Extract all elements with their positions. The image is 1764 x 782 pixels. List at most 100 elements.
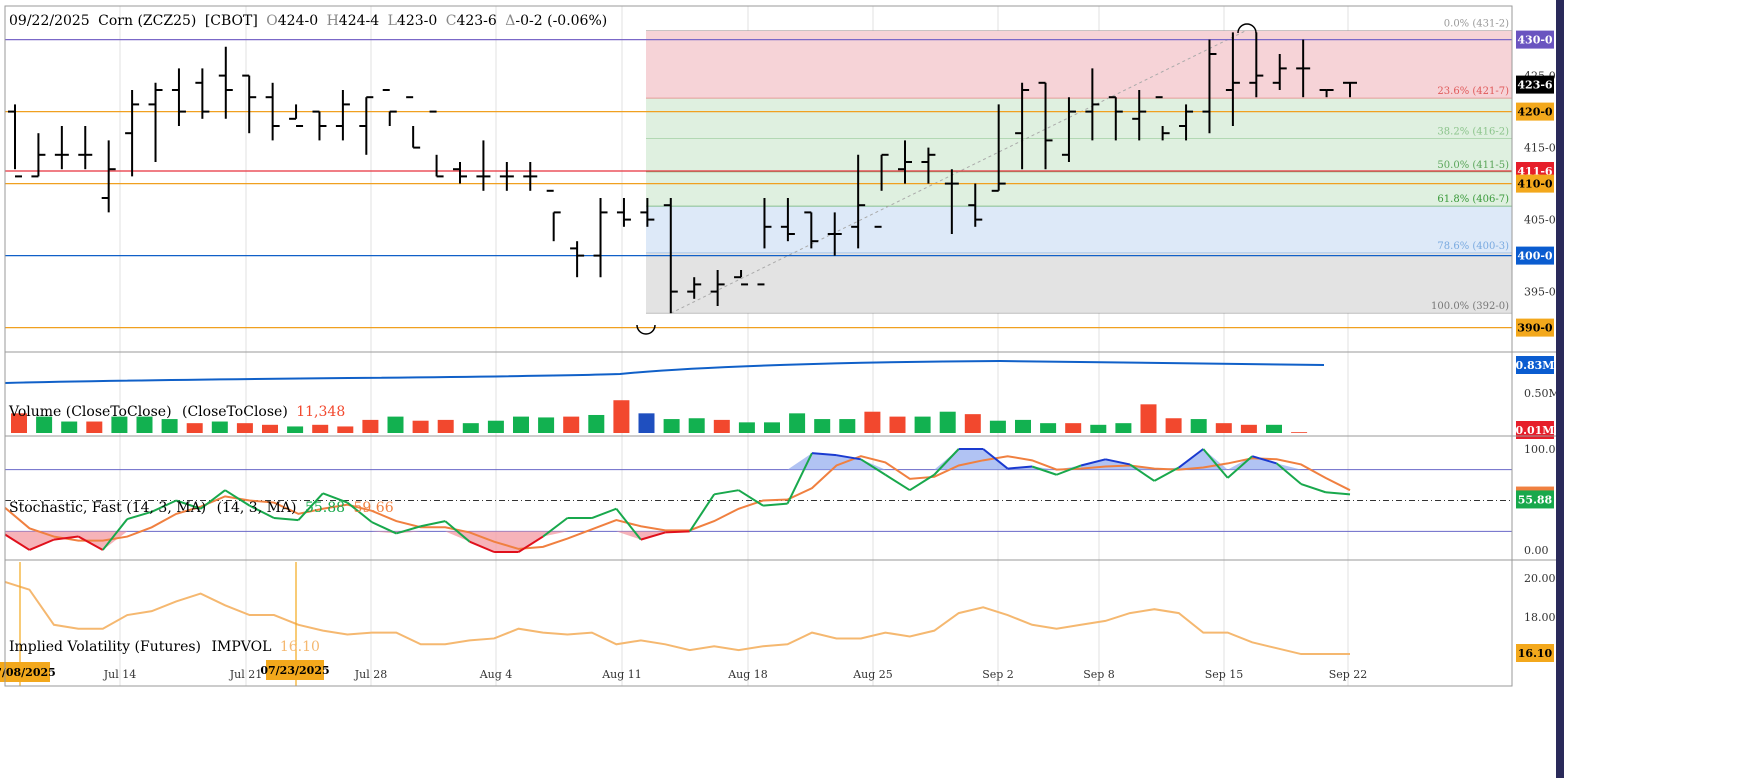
stochastic-fast-segment[interactable] — [542, 517, 569, 538]
price-panel[interactable]: 0.0% (431-2) 23.6% (421-7) 38.2% (416-2) 50… — [5, 19, 1556, 337]
stochastic-slow-line[interactable] — [4, 455, 1351, 550]
volume-bar[interactable] — [462, 423, 479, 433]
ohlc-bar[interactable] — [523, 162, 538, 191]
stochastic-fast-segment[interactable] — [273, 517, 299, 522]
ohlc-bar[interactable] — [289, 104, 304, 127]
stochastic-fast-segment[interactable] — [126, 510, 153, 520]
stochastic-fast-segment[interactable] — [1275, 462, 1302, 485]
ohlc-bar[interactable] — [640, 198, 655, 227]
ohlc-bar[interactable] — [968, 183, 983, 227]
volume-bar[interactable] — [186, 423, 203, 433]
ohlc-bar[interactable] — [593, 198, 608, 278]
stochastic-panel[interactable]: 100.00 0.00 55.88 — [4, 443, 1563, 557]
volume-bar[interactable] — [1291, 432, 1308, 433]
stochastic-fast-segment[interactable] — [297, 492, 324, 521]
ohlc-bar[interactable] — [218, 46, 233, 119]
ohlc-bar[interactable] — [476, 140, 491, 191]
stochastic-fast-segment[interactable] — [665, 530, 690, 534]
ohlc-bar[interactable] — [1343, 81, 1357, 98]
ohlc-bar[interactable] — [335, 90, 350, 141]
ohlc-bar[interactable] — [359, 96, 374, 155]
stochastic-fast-segment[interactable] — [763, 502, 788, 507]
volume-bar[interactable] — [211, 421, 228, 433]
ohlc-bar[interactable] — [1085, 68, 1100, 141]
volume-bar[interactable] — [814, 419, 831, 433]
stochastic-fast-segment[interactable] — [860, 458, 886, 476]
volume-bar[interactable] — [688, 418, 705, 433]
ohlc-bar[interactable] — [570, 241, 585, 278]
ohlc-bar[interactable] — [195, 68, 210, 119]
ohlc-bar[interactable] — [125, 90, 140, 177]
stochastic-fast-segment[interactable] — [909, 473, 935, 492]
stochastic-fast-segment[interactable] — [151, 499, 177, 513]
volume-bar[interactable] — [412, 420, 429, 433]
ohlc-bar[interactable] — [1272, 54, 1287, 90]
ohlc-bar[interactable] — [663, 198, 678, 314]
volume-bar[interactable] — [989, 420, 1006, 433]
volume-bar[interactable] — [262, 424, 278, 433]
stochastic-fast-segment[interactable] — [469, 540, 495, 553]
stochastic-fast-segment[interactable] — [322, 492, 348, 504]
ohlc-bar[interactable] — [453, 162, 467, 184]
volume-bar[interactable] — [563, 416, 580, 433]
volume-bar[interactable] — [1190, 419, 1207, 433]
volume-bar[interactable] — [337, 426, 354, 433]
ohlc-bar[interactable] — [1155, 96, 1170, 141]
volume-bar[interactable] — [613, 400, 630, 433]
volume-bar[interactable] — [161, 419, 178, 433]
ohlc-bar[interactable] — [8, 104, 22, 178]
ohlc-bar[interactable] — [171, 68, 186, 126]
volume-bar[interactable] — [939, 411, 956, 433]
ohlc-bar[interactable] — [1179, 104, 1194, 141]
stochastic-fast-segment[interactable] — [1031, 465, 1057, 476]
ohlc-bar[interactable] — [1015, 82, 1030, 170]
volume-bar[interactable] — [111, 416, 128, 433]
volume-bar[interactable] — [437, 419, 454, 433]
volume-panel[interactable]: 0.83M 0.50M 0.01M — [4, 356, 1560, 439]
volume-bar[interactable] — [889, 416, 906, 433]
stochastic-fast-segment[interactable] — [1129, 463, 1155, 482]
volume-bar[interactable] — [86, 421, 103, 433]
stochastic-fast-segment[interactable] — [615, 508, 642, 541]
ohlc-bar[interactable] — [499, 162, 514, 191]
volume-bar[interactable] — [1115, 423, 1132, 433]
stochastic-fast-segment[interactable] — [395, 525, 422, 535]
stochastic-fast-segment[interactable] — [1080, 458, 1106, 467]
stochastic-fast-segment[interactable] — [29, 538, 55, 551]
volume-bar[interactable] — [764, 422, 780, 433]
volume-bar[interactable] — [287, 426, 304, 433]
volume-bar[interactable] — [312, 424, 329, 433]
stochastic-fast-segment[interactable] — [1251, 455, 1277, 465]
stochastic-fast-segment[interactable] — [933, 448, 960, 476]
ohlc-bar[interactable] — [616, 198, 631, 227]
stochastic-fast-segment[interactable] — [786, 452, 813, 505]
volume-bar[interactable] — [36, 416, 53, 433]
volume-bar[interactable] — [638, 413, 655, 433]
ohlc-bar[interactable] — [1038, 81, 1053, 170]
ohlc-bar[interactable] — [734, 270, 749, 286]
volume-bar[interactable] — [713, 419, 730, 433]
stochastic-fast-segment[interactable] — [811, 452, 837, 457]
ohlc-bar[interactable] — [804, 211, 819, 249]
ohlc-bar[interactable] — [874, 153, 889, 228]
stochastic-fast-segment[interactable] — [1007, 465, 1033, 470]
stochastic-fast-segment[interactable] — [77, 535, 104, 551]
stochastic-fast-segment[interactable] — [640, 531, 666, 541]
stochastic-fast-segment[interactable] — [1105, 458, 1131, 466]
stochastic-fast-segment[interactable] — [346, 501, 373, 523]
volume-bar[interactable] — [839, 419, 856, 433]
stochastic-fast-segment[interactable] — [371, 521, 397, 535]
volume-bar[interactable] — [1090, 424, 1107, 433]
stochastic-fast-segment[interactable] — [420, 520, 446, 528]
ohlc-bar[interactable] — [1132, 90, 1147, 141]
ohlc-bar[interactable] — [382, 89, 397, 126]
ohlc-bar[interactable] — [1202, 39, 1217, 134]
implied-volatility-line[interactable] — [4, 580, 1350, 656]
ohlc-bar[interactable] — [757, 198, 772, 286]
volume-bar[interactable] — [1040, 423, 1057, 433]
ohlc-bar[interactable] — [944, 169, 959, 234]
volume-bar[interactable] — [864, 411, 881, 433]
ohlc-bar[interactable] — [101, 140, 116, 213]
stochastic-fast-segment[interactable] — [53, 535, 79, 541]
stochastic-fast-segment[interactable] — [4, 533, 30, 551]
